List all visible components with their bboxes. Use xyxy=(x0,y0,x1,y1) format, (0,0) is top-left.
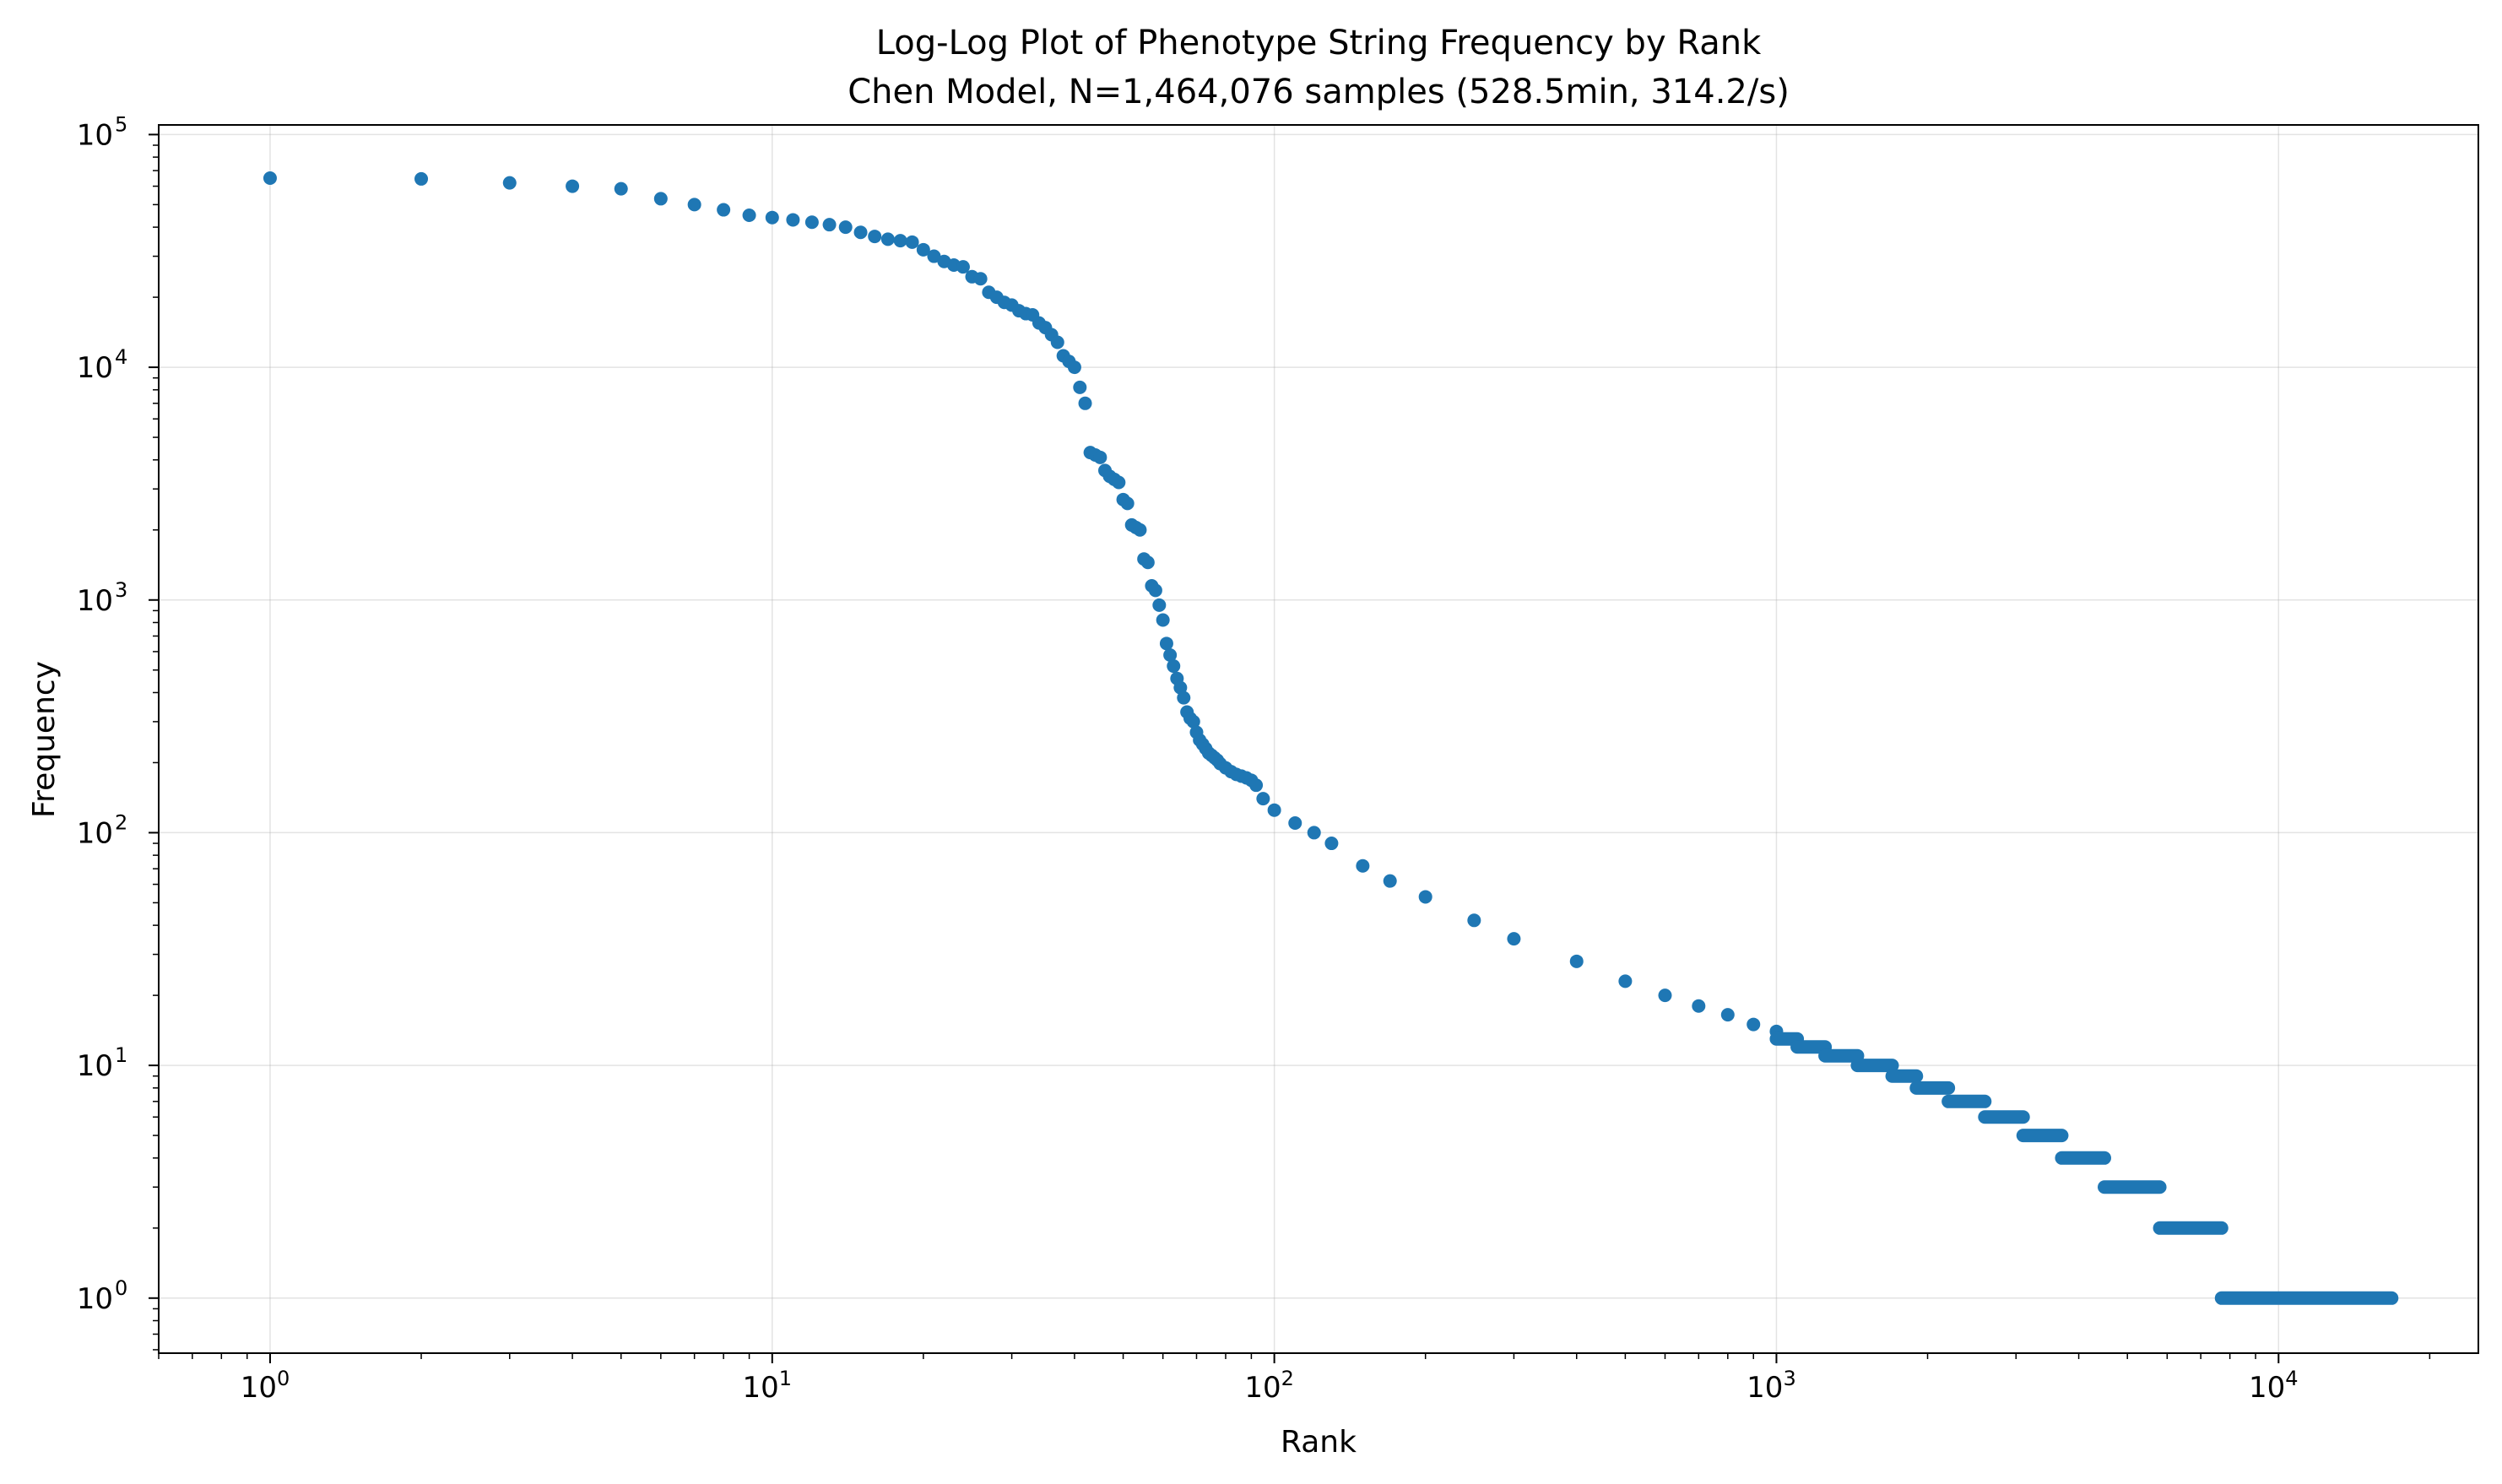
data-point xyxy=(1120,496,1135,511)
data-point xyxy=(1324,837,1339,851)
data-point xyxy=(566,179,580,193)
x-tick-label: 103 xyxy=(1747,1367,1796,1405)
data-point xyxy=(868,230,882,244)
data-point xyxy=(1307,826,1321,840)
data-series xyxy=(263,171,2399,1305)
y-tick-label: 10 xyxy=(77,816,113,850)
data-point xyxy=(717,203,731,217)
data-point xyxy=(1167,659,1181,674)
data-point xyxy=(1256,792,1270,806)
data-point xyxy=(1156,613,1170,627)
data-point xyxy=(1747,1017,1761,1032)
data-point xyxy=(1067,360,1081,375)
data-point xyxy=(1159,636,1173,651)
data-point xyxy=(838,220,853,235)
data-point xyxy=(1356,858,1370,873)
data-point xyxy=(1267,803,1281,817)
data-point xyxy=(822,218,837,232)
data-point xyxy=(1148,583,1162,598)
data-point xyxy=(1249,778,1264,793)
grid xyxy=(159,125,2478,1353)
chart-title: Log-Log Plot of Phenotype String Frequen… xyxy=(876,24,1762,62)
y-tick-exponent: 5 xyxy=(115,112,127,136)
data-point xyxy=(1133,523,1147,537)
data-point xyxy=(1093,450,1107,464)
x-axis-label: Rank xyxy=(1281,1425,1357,1460)
data-point xyxy=(1720,1008,1735,1022)
data-point xyxy=(1618,974,1633,988)
data-point xyxy=(742,209,756,223)
data-point xyxy=(1177,691,1191,705)
data-point xyxy=(502,176,517,190)
data-point xyxy=(1140,555,1155,570)
y-tick-label: 10 xyxy=(77,584,113,618)
data-point xyxy=(880,232,895,246)
data-point xyxy=(614,181,628,196)
y-tick-exponent: 4 xyxy=(115,345,127,369)
data-point xyxy=(853,225,868,240)
data-point xyxy=(804,215,819,230)
data-point xyxy=(653,192,668,206)
y-axis-label: Frequency xyxy=(27,661,62,818)
y-tick-label: 10 xyxy=(77,351,113,385)
data-point xyxy=(263,171,277,185)
data-point xyxy=(956,260,970,274)
data-point xyxy=(1507,932,1521,946)
data-point xyxy=(1073,380,1087,394)
x-tick-label: 100 xyxy=(241,1367,290,1405)
data-point xyxy=(893,234,907,248)
data-point xyxy=(1050,335,1064,349)
data-point xyxy=(687,198,701,212)
data-point xyxy=(927,249,941,263)
data-point xyxy=(1078,396,1092,410)
data-point xyxy=(1658,988,1672,1003)
data-point xyxy=(786,213,800,227)
data-point xyxy=(1163,647,1178,662)
data-point xyxy=(1186,714,1200,728)
data-point xyxy=(765,210,779,225)
data-point xyxy=(973,272,988,286)
data-point xyxy=(1418,890,1432,904)
y-tick-exponent: 3 xyxy=(115,578,127,602)
y-tick-exponent: 2 xyxy=(115,810,127,834)
x-tick-label: 104 xyxy=(2249,1367,2299,1405)
data-point xyxy=(1288,816,1302,831)
plot-frame xyxy=(158,124,2479,1354)
data-point xyxy=(1569,954,1584,968)
y-tick-label: 10 xyxy=(77,118,113,152)
data-point xyxy=(1112,475,1126,490)
y-tick-label: 10 xyxy=(77,1049,113,1083)
chart-subtitle: Chen Model, N=1,464,076 samples (528.5mi… xyxy=(848,73,1790,111)
y-tick-exponent: 1 xyxy=(115,1043,127,1067)
data-point xyxy=(1467,913,1481,928)
y-tick-exponent: 0 xyxy=(115,1276,127,1300)
data-point xyxy=(1152,598,1167,612)
x-tick-label: 101 xyxy=(743,1367,793,1405)
data-point xyxy=(916,242,930,257)
data-point xyxy=(1383,874,1397,888)
data-point xyxy=(905,235,919,249)
data-point xyxy=(1692,999,1706,1013)
data-point xyxy=(414,171,429,186)
x-tick-label: 102 xyxy=(1244,1367,1294,1405)
y-tick-label: 10 xyxy=(77,1282,113,1316)
